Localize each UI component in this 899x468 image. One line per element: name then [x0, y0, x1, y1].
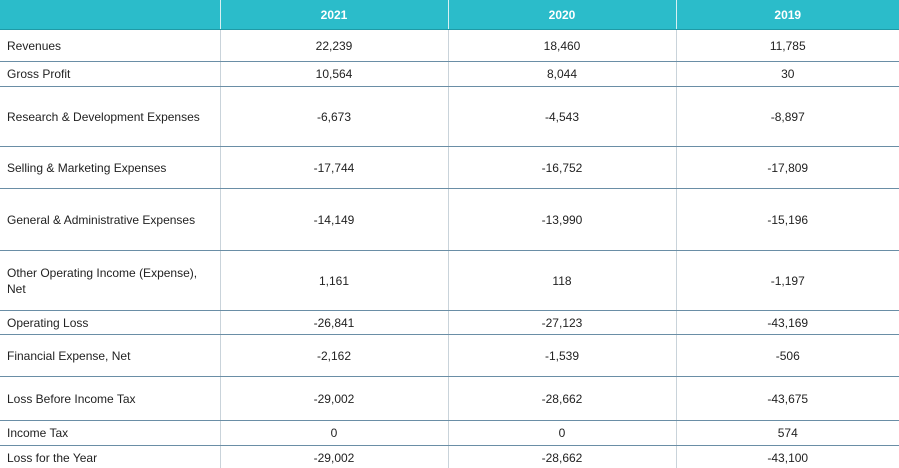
table-row-other-operating: Other Operating Income (Expense), Net 1,…	[0, 250, 899, 311]
cell-2020: -1,539	[447, 334, 676, 377]
cell-2019: -506	[675, 334, 899, 377]
cell-2019: -43,169	[675, 310, 899, 335]
row-label: Research & Development Expenses	[0, 86, 220, 147]
table-row-revenues: Revenues 22,239 18,460 11,785	[0, 29, 899, 62]
cell-2019: -15,196	[675, 188, 899, 251]
table-row-gross-profit: Gross Profit 10,564 8,044 30	[0, 61, 899, 87]
cell-2020: 0	[447, 420, 676, 446]
cell-2021: -29,002	[219, 445, 448, 468]
cell-2019: 574	[675, 420, 899, 446]
cell-2020: -27,123	[447, 310, 676, 335]
cell-2021: -29,002	[219, 376, 448, 421]
table-row-selling-marketing: Selling & Marketing Expenses -17,744 -16…	[0, 146, 899, 189]
cell-2021: -26,841	[219, 310, 448, 335]
cell-2021: -6,673	[219, 86, 448, 147]
table-row-financial-expense: Financial Expense, Net -2,162 -1,539 -50…	[0, 334, 899, 377]
cell-2021: -2,162	[219, 334, 448, 377]
row-label: Operating Loss	[0, 310, 220, 335]
cell-2020: 18,460	[447, 29, 676, 62]
cell-2019: -1,197	[675, 250, 899, 311]
row-label: Gross Profit	[0, 61, 220, 87]
row-label: Loss Before Income Tax	[0, 376, 220, 421]
row-label: General & Administrative Expenses	[0, 188, 220, 251]
cell-2020: 118	[447, 250, 676, 311]
header-corner-cell	[0, 0, 220, 30]
cell-2020: -28,662	[447, 376, 676, 421]
cell-2021: -14,149	[219, 188, 448, 251]
cell-2021: 10,564	[219, 61, 448, 87]
table-row-loss-before-tax: Loss Before Income Tax -29,002 -28,662 -…	[0, 376, 899, 421]
row-label: Income Tax	[0, 420, 220, 446]
table-row-operating-loss: Operating Loss -26,841 -27,123 -43,169	[0, 310, 899, 335]
row-label: Other Operating Income (Expense), Net	[0, 250, 220, 311]
cell-2021: 0	[219, 420, 448, 446]
cell-2021: -17,744	[219, 146, 448, 189]
cell-2021: 1,161	[219, 250, 448, 311]
row-label: Loss for the Year	[7, 451, 98, 465]
table-row-loss-for-year: Loss for the Year -29,002 -28,662 -43,10…	[0, 445, 899, 468]
header-year-2021: 2021	[219, 0, 448, 30]
table-row-research-development: Research & Development Expenses -6,673 -…	[0, 86, 899, 147]
cell-2019: -43,675	[675, 376, 899, 421]
table-row-income-tax: Income Tax 0 0 574	[0, 420, 899, 446]
cell-2020: 8,044	[447, 61, 676, 87]
cell-2020: -13,990	[447, 188, 676, 251]
cell-2019: -17,809	[675, 146, 899, 189]
cell-2020: -16,752	[447, 146, 676, 189]
row-label: Financial Expense, Net	[0, 334, 220, 377]
cell-2019: -43,100	[675, 445, 899, 468]
row-label: Revenues	[0, 29, 220, 62]
cell-2020: -4,543	[447, 86, 676, 147]
header-year-2019: 2019	[675, 0, 899, 30]
table-row-general-administrative: General & Administrative Expenses -14,14…	[0, 188, 899, 251]
cell-2019: -8,897	[675, 86, 899, 147]
cell-2020: -28,662	[447, 445, 676, 468]
row-label: Selling & Marketing Expenses	[0, 146, 220, 189]
cell-2019: 11,785	[675, 29, 899, 62]
header-row: 2021 2020 2019	[0, 0, 899, 30]
header-year-2020: 2020	[447, 0, 676, 30]
cell-2021: 22,239	[219, 29, 448, 62]
cell-2019: 30	[675, 61, 899, 87]
